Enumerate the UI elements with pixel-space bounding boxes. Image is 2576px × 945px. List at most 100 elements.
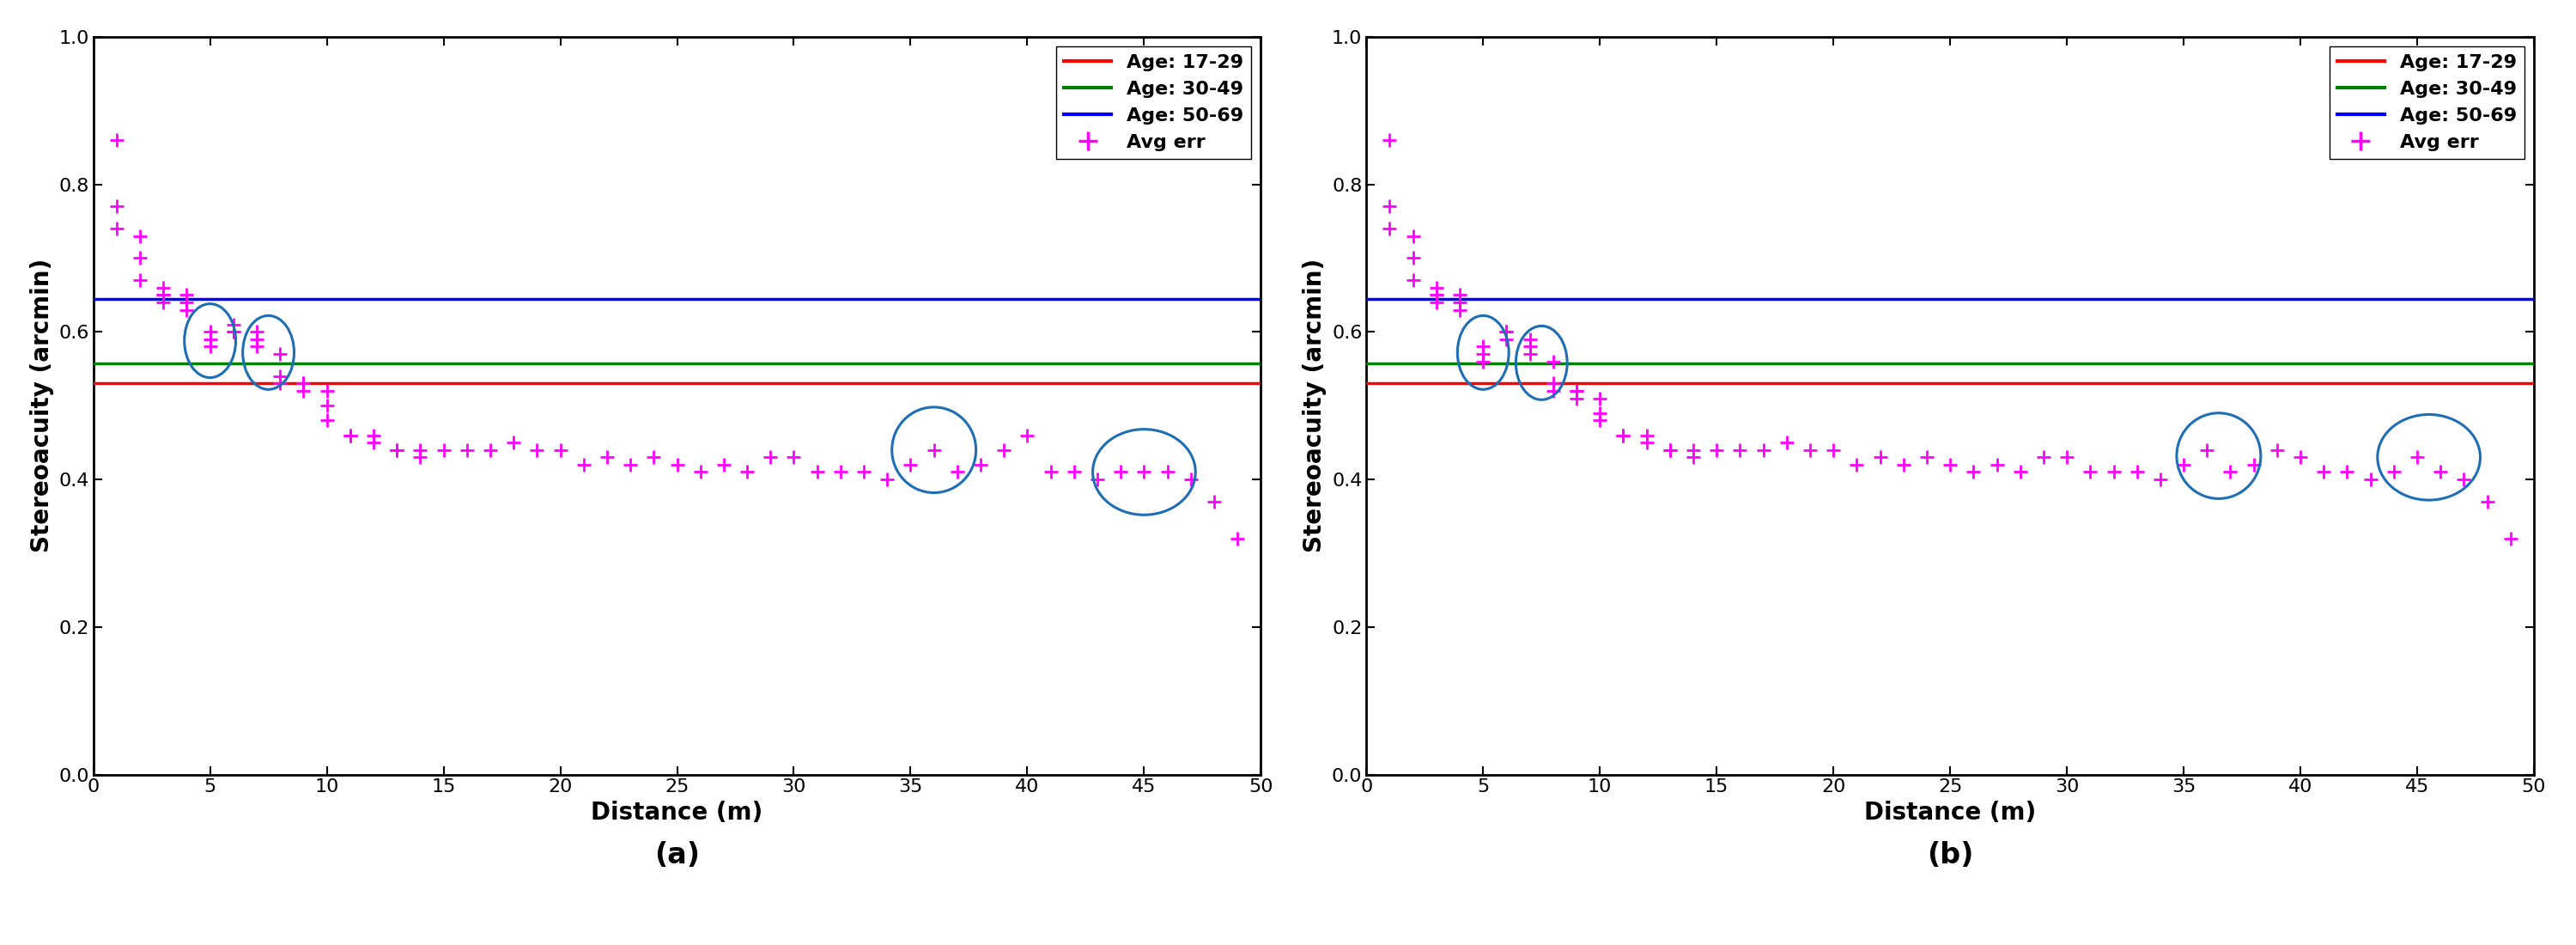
Point (2303, 465, 2344, 480)
Point (1976, 457, 2017, 472)
Point (260, 369, 301, 384)
Point (399, 450, 440, 465)
Y-axis label: Stereoacuity (arcmin): Stereoacuity (arcmin) (31, 259, 54, 553)
Point (2349, 472, 2391, 487)
Point (1953, 465, 1994, 480)
Point (399, 442, 440, 457)
Point (1556, 390, 1597, 405)
Point (1368, 221, 1409, 236)
X-axis label: Distance (m): Distance (m) (590, 800, 762, 825)
Point (2164, 457, 2205, 472)
Point (1579, 390, 1620, 405)
Point (142, 295, 183, 310)
Point (469, 442, 510, 457)
Point (142, 287, 183, 302)
Point (1123, 465, 1164, 480)
Point (2280, 450, 2321, 465)
Point (142, 280, 183, 295)
Point (2210, 465, 2251, 480)
Point (1486, 332, 1528, 347)
Point (1929, 457, 1971, 472)
Point (353, 427, 394, 442)
Point (889, 457, 930, 472)
Point (819, 465, 860, 480)
Point (1883, 457, 1924, 472)
Point (1146, 465, 1188, 480)
Point (260, 376, 301, 391)
Point (1417, 280, 1458, 295)
Point (1579, 405, 1620, 421)
Point (750, 450, 791, 465)
Point (842, 465, 884, 480)
Point (165, 295, 206, 310)
Point (1417, 295, 1458, 310)
Point (657, 457, 698, 472)
Point (1463, 347, 1504, 362)
Point (1007, 427, 1048, 442)
Text: (b): (b) (1927, 841, 1973, 869)
Point (984, 442, 1025, 457)
Point (2094, 465, 2136, 480)
Point (1486, 324, 1528, 339)
Point (1695, 442, 1736, 457)
Point (914, 442, 956, 457)
Point (611, 457, 652, 472)
Point (214, 317, 255, 332)
Point (2468, 494, 2509, 509)
Point (1602, 427, 1643, 442)
Point (237, 324, 278, 339)
Point (307, 384, 348, 399)
Point (330, 427, 371, 442)
Point (118, 273, 160, 288)
Point (2069, 465, 2110, 480)
Point (1533, 384, 1574, 399)
Point (1417, 287, 1458, 302)
Point (283, 376, 325, 391)
Point (2141, 472, 2182, 487)
Point (237, 332, 278, 347)
Point (1193, 494, 1234, 509)
Point (1394, 273, 1435, 288)
Point (95, 221, 137, 236)
X-axis label: Distance (m): Distance (m) (1865, 800, 2035, 825)
Point (1440, 295, 1481, 310)
Point (1486, 324, 1528, 339)
Point (1556, 384, 1597, 399)
Legend: Age: 17-29, Age: 30-49, Age: 50-69, Avg err: Age: 17-29, Age: 30-49, Age: 50-69, Avg … (1056, 46, 1252, 159)
Point (1625, 427, 1667, 442)
Point (1077, 472, 1118, 487)
Point (1718, 442, 1759, 457)
Point (1368, 132, 1409, 147)
Point (938, 465, 979, 480)
Point (422, 442, 464, 457)
Point (1216, 531, 1257, 546)
Point (376, 442, 417, 457)
Point (142, 287, 183, 302)
Point (1533, 376, 1574, 391)
Point (260, 347, 301, 362)
Point (1649, 442, 1690, 457)
Point (376, 442, 417, 457)
Point (2442, 472, 2483, 487)
Point (1394, 229, 1435, 244)
Point (191, 332, 232, 347)
Point (2372, 465, 2414, 480)
Point (492, 435, 533, 450)
Point (2257, 442, 2298, 457)
Point (2396, 450, 2437, 465)
Point (703, 457, 744, 472)
Point (95, 198, 137, 214)
Point (1533, 353, 1574, 369)
Point (2419, 465, 2460, 480)
Point (1790, 442, 1832, 457)
Point (353, 435, 394, 450)
Point (307, 413, 348, 428)
Point (1625, 435, 1667, 450)
Point (1170, 472, 1211, 487)
Point (2233, 457, 2275, 472)
Point (541, 442, 582, 457)
Point (1510, 339, 1551, 354)
Point (1440, 287, 1481, 302)
Point (2117, 465, 2159, 480)
Point (1579, 413, 1620, 428)
